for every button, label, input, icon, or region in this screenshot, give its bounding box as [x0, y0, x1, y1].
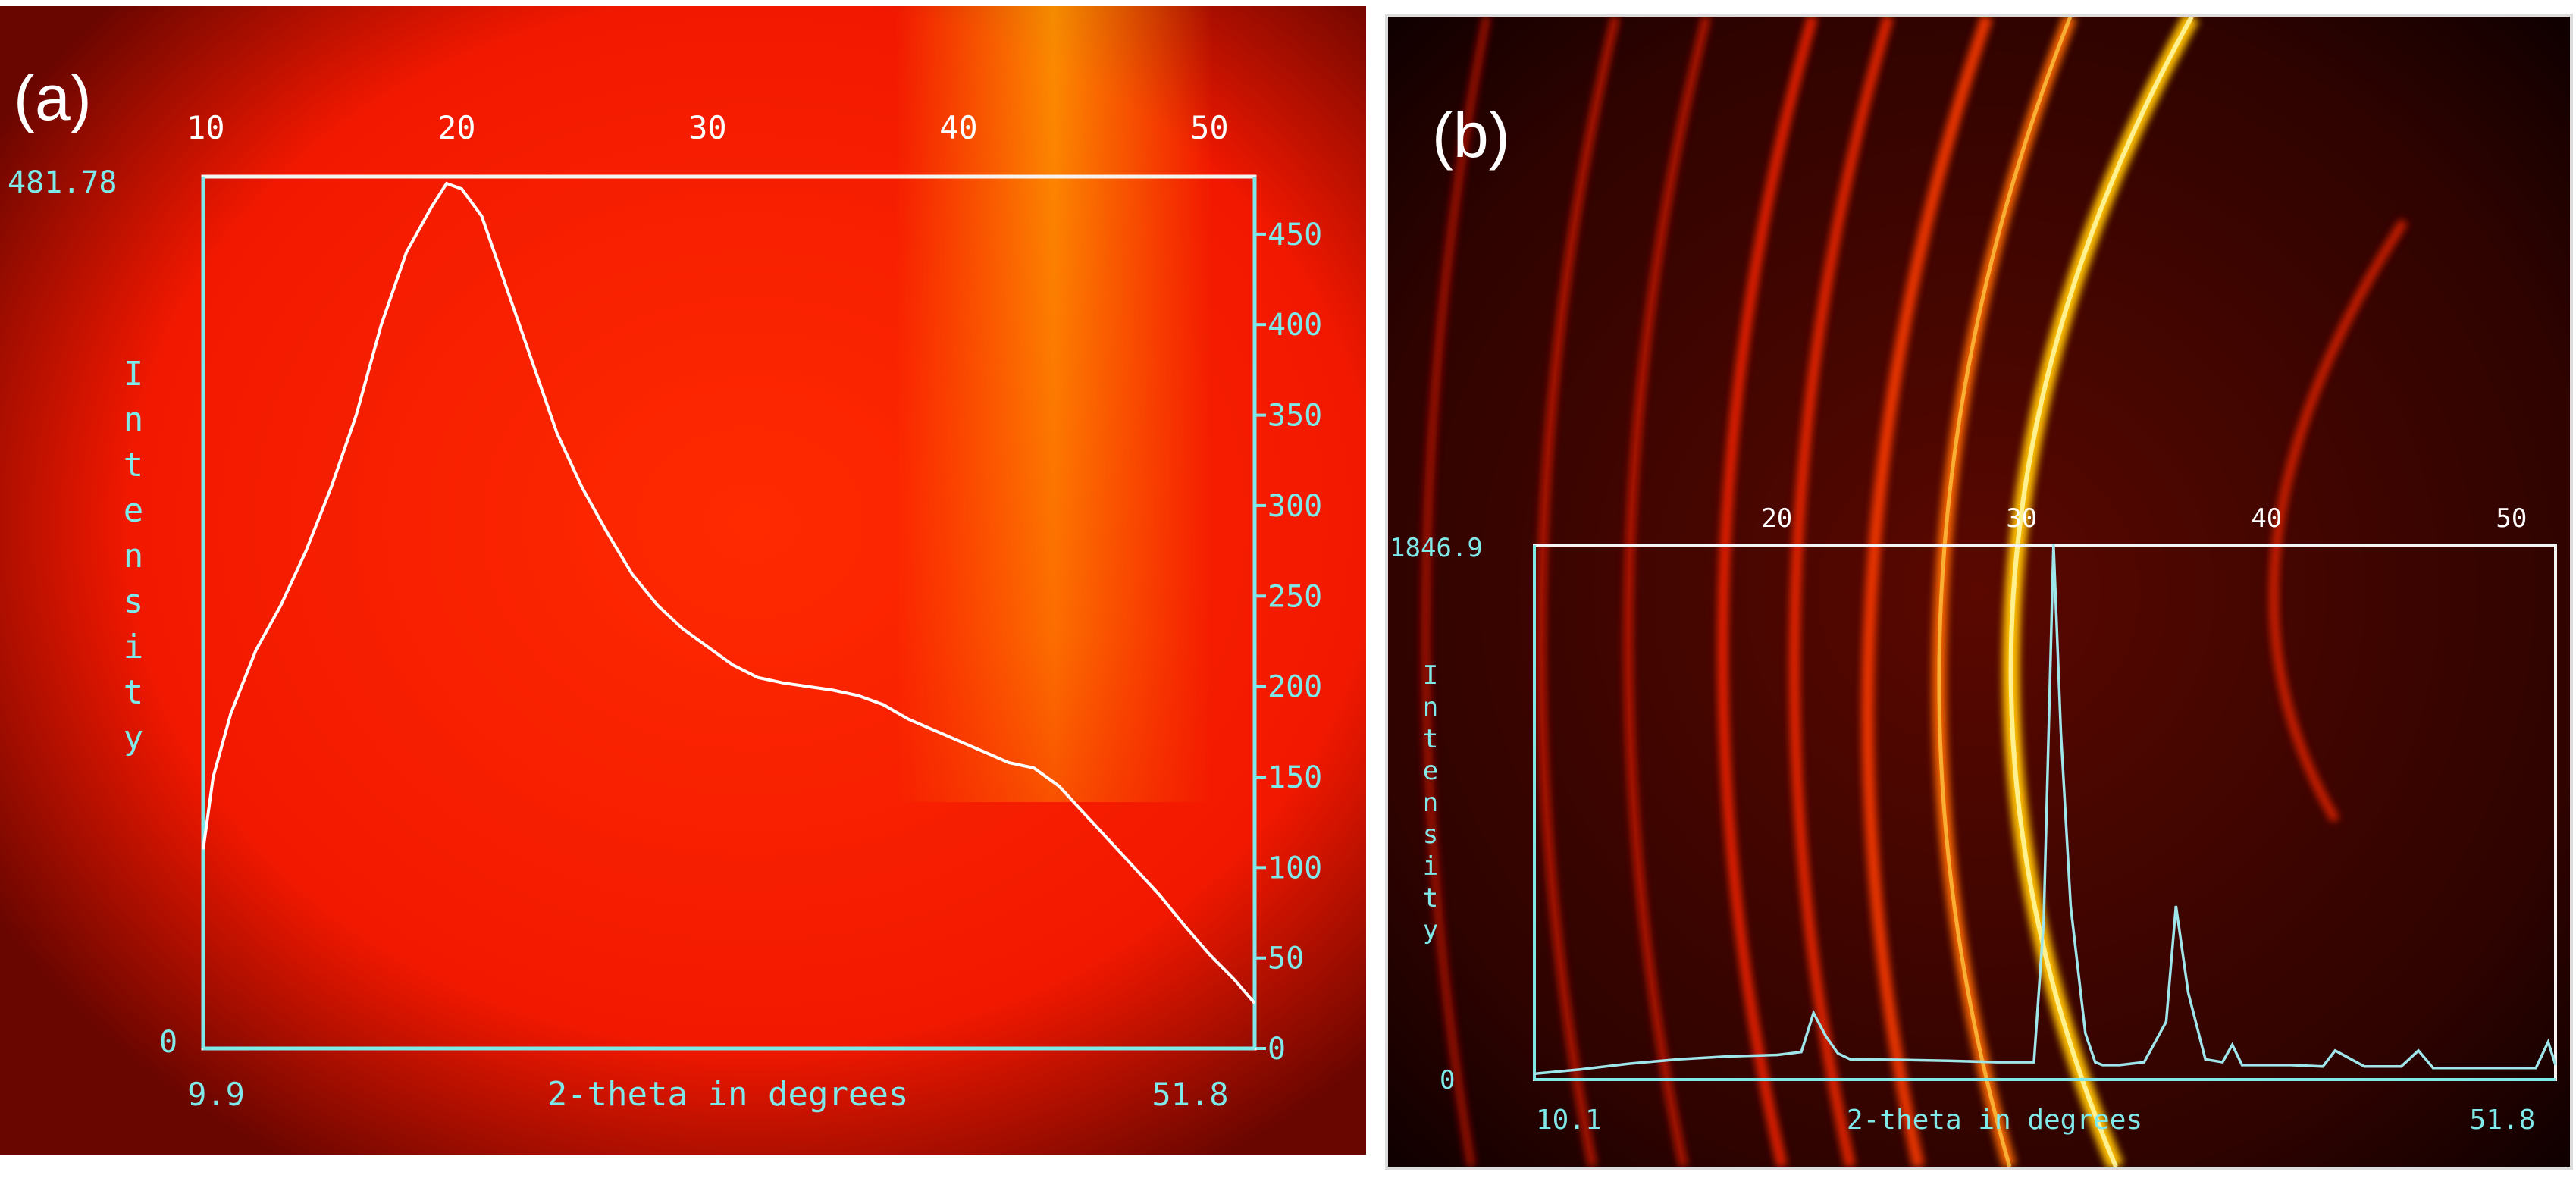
panel-a-right-tick-350: 350 [1268, 399, 1322, 434]
panel-b-xlabel: 2-theta in degrees [1847, 1105, 2142, 1136]
panel-a-right-tick-400: 400 [1268, 308, 1322, 343]
panel-a-top-tick-50: 50 [1190, 109, 1229, 146]
panel-b-top-tick-40: 40 [2251, 503, 2282, 534]
ring-4 [1717, 17, 1818, 1167]
panel-a-right-tick-150: 150 [1268, 760, 1322, 795]
panel-a-y-top-label: 481.78 [8, 165, 118, 200]
panel-a-right-tick-200: 200 [1268, 670, 1322, 705]
ring-9 [2269, 218, 2408, 823]
panel-b-profile-curve [1534, 544, 2557, 1076]
panel-a-chart: (a) 10 20 30 40 50 0 50 100 150 200 250 300 350 400 4… [0, 6, 1366, 1155]
panel-b-y-top-label: 1846.9 [1390, 533, 1483, 563]
panel-a-bright-band [895, 6, 1213, 802]
panel-a-right-tick-450: 450 [1268, 218, 1322, 252]
panel-a-y-zero-label: 0 [159, 1025, 177, 1060]
ring-2 [1536, 17, 1620, 1167]
panel-a-profile-curve [202, 181, 1256, 1004]
panel-a-right-tick-50: 50 [1268, 942, 1304, 976]
panel-a-right-tick-250: 250 [1268, 579, 1322, 614]
panel-b-ring-highlights [1937, 17, 2194, 1167]
panel-b-top-tick-50: 50 [2496, 503, 2527, 534]
ring-5 [1788, 17, 1894, 1167]
ring-6 [1861, 17, 1993, 1167]
panel-b-top-tick-30: 30 [2006, 503, 2037, 534]
ring-3 [1623, 17, 1711, 1167]
panel-b-x-end-label: 51.8 [2470, 1105, 2536, 1136]
panel-b-y-zero-label: 0 [1440, 1065, 1455, 1095]
panel-a-x-end-label: 51.8 [1152, 1076, 1228, 1113]
panel-a-top-axis-labels: 10 20 30 40 50 [186, 109, 1229, 146]
panel-a-top-tick-30: 30 [688, 109, 727, 146]
panel-a-top-tick-20: 20 [437, 109, 476, 146]
ring-7-core [1937, 17, 2073, 1167]
panel-b-x-start-label: 10.1 [1536, 1105, 1602, 1136]
panel-b-background [1388, 17, 2570, 1167]
panel-b-top-tick-20: 20 [1761, 503, 1792, 534]
panel-a: (a) 10 20 30 40 50 0 50 100 150 200 250 300 350 400 4… [0, 6, 1366, 1155]
panel-a-label: (a) [14, 62, 92, 133]
panel-a-right-tick-100: 100 [1268, 851, 1322, 885]
panel-a-right-tick-300: 300 [1268, 489, 1322, 524]
ring-1 [1421, 17, 1491, 1167]
panel-a-right-axis-labels: 0 50 100 150 200 250 300 350 400 450 [1255, 218, 1322, 1067]
panel-a-top-tick-40: 40 [939, 109, 978, 146]
ring-8-core [2008, 17, 2194, 1167]
panel-a-x-start-label: 9.9 [187, 1076, 245, 1113]
panel-b-label: (b) [1432, 99, 1510, 171]
panel-a-xlabel: 2-theta in degrees [547, 1075, 909, 1114]
panel-b-top-axis-labels: 20 30 40 50 [1761, 503, 2527, 534]
panel-a-top-tick-10: 10 [186, 109, 225, 146]
panel-a-right-tick-0: 0 [1268, 1032, 1286, 1067]
